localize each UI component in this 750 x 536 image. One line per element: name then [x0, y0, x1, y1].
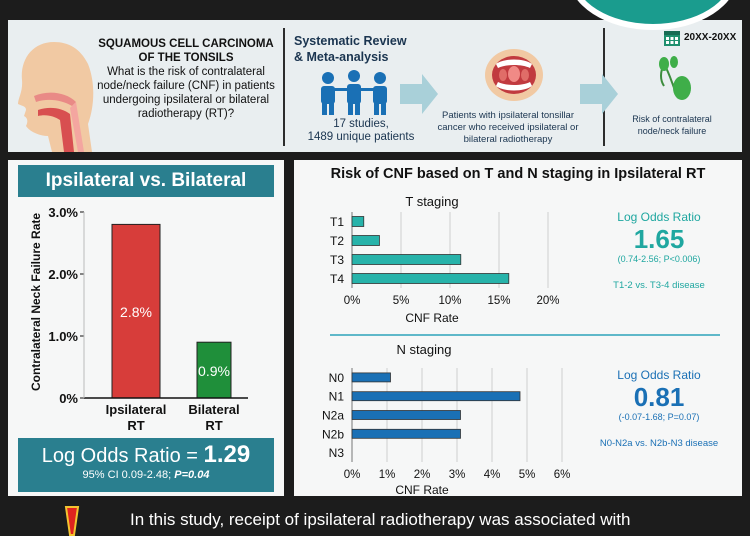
x-tick-label: 6%	[554, 469, 571, 481]
x-category-label: RT	[127, 418, 144, 433]
t-lor-value: 1.65	[633, 224, 685, 254]
n-lor-ci: (-0.07-1.68; P=0.07)	[618, 412, 700, 422]
bar	[351, 235, 380, 246]
t-x-axis-label: CNF Rate	[405, 311, 459, 325]
left-panel-footer	[18, 438, 274, 492]
review-line2: & Meta-analysis	[294, 50, 389, 64]
n-x-axis-label: CNF Rate	[395, 483, 449, 497]
outcome-text: Risk of contralateral node/neck failure	[632, 114, 712, 136]
study-question: SQUAMOUS CELL CARCINOMA OF THE TONSILS W…	[96, 37, 276, 121]
bar-data-label: 2.8%	[120, 304, 152, 320]
x-tick-label: 15%	[487, 295, 510, 307]
y-category-label: T4	[330, 272, 344, 286]
title-line1: SQUAMOUS CELL CARCINOMA	[98, 38, 274, 50]
n-chart-title: N staging	[397, 342, 452, 357]
x-category-label: Ipsilateral	[106, 402, 167, 417]
log-odds-ratio: Log Odds Ratio = 1.29	[18, 443, 274, 468]
x-tick-label: 2%	[414, 469, 431, 481]
x-tick-label: 0%	[344, 469, 361, 481]
n-lor-value: 0.81	[633, 382, 685, 412]
right-panel-title: Risk of CNF based on T and N staging in …	[330, 166, 706, 182]
people-group-icon	[321, 70, 387, 115]
t-chart-title: T staging	[405, 194, 458, 209]
review-stats: 17 studies, 1489 unique patients	[306, 118, 416, 144]
left-panel-title: Ipsilateral vs. Bilateral	[18, 165, 274, 197]
bar	[351, 273, 510, 284]
n-comparison-note: N0-N2a vs. N2b-N3 disease	[599, 438, 719, 449]
ci-text: 95% CI 0.09-2.48;	[82, 469, 175, 481]
y-category-label: N2a	[322, 409, 344, 423]
top-strip	[0, 0, 750, 8]
n-lor-label: Log Odds Ratio	[617, 368, 701, 382]
n-stats: Log Odds Ratio 0.81 (-0.07-1.68; P=0.07)…	[584, 368, 734, 449]
x-tick-label: 1%	[379, 469, 396, 481]
x-tick-label: 5%	[393, 295, 410, 307]
summary-panel	[8, 20, 742, 152]
conclusion-text: In this study, receipt of ipsilateral ra…	[130, 510, 631, 529]
review-title: Systematic Review & Meta-analysis	[294, 33, 414, 65]
n-staging-chart: N staging 0% 1% 2% 3% 4% 5% 6% N0 N1 N2a N2b N3 CN…	[322, 342, 571, 497]
t-stats: Log Odds Ratio 1.65 (0.74-2.56; P<0.006)…	[584, 210, 734, 291]
review-line1: Systematic Review	[294, 34, 407, 48]
x-tick-label: 10%	[438, 295, 461, 307]
t-comparison-note: T1-2 vs. T3-4 disease	[613, 280, 705, 291]
y-category-label: N2b	[322, 427, 344, 441]
y-tick-label: 2.0%	[48, 267, 78, 282]
y-category-label: T2	[330, 234, 344, 248]
bar	[196, 341, 232, 399]
question-text: What is the risk of contralateral node/n…	[97, 66, 275, 120]
y-category-label: N0	[329, 371, 345, 385]
calendar-icon	[664, 31, 680, 46]
bar	[351, 254, 462, 265]
arrow-right-icon	[580, 74, 618, 114]
x-category-label: Bilateral	[188, 402, 239, 417]
y-tick-label: 3.0%	[48, 205, 78, 220]
lor-label: Log Odds Ratio =	[41, 445, 204, 467]
title-line2: OF THE TONSILS	[138, 52, 234, 64]
y-tick-label: 1.0%	[48, 329, 78, 344]
x-tick-label: 20%	[536, 295, 559, 307]
conclusion-banner	[40, 503, 750, 536]
bar	[351, 410, 461, 420]
ipsi-bilateral-chart: Contralateral Neck Failure Rate 0% 1.0% 2.…	[29, 205, 248, 433]
open-mouth-icon	[485, 49, 543, 101]
y-category-label: N3	[329, 446, 345, 460]
p-value: P=0.04	[174, 469, 210, 481]
y-axis-label: Contralateral Neck Failure Rate	[29, 213, 43, 391]
x-tick-label: 5%	[519, 469, 536, 481]
panel-divider	[283, 28, 285, 146]
bar	[351, 372, 391, 383]
y-category-label: T1	[330, 215, 344, 229]
t-staging-chart: T staging 0% 5% 10% 15% 20% T1 T2 T3 T4 CNF Rat…	[330, 194, 560, 325]
y-category-label: N1	[329, 390, 345, 404]
x-tick-label: 3%	[449, 469, 466, 481]
confidence-interval: 95% CI 0.09-2.48; P=0.04	[18, 469, 274, 481]
warning-icon	[64, 506, 80, 536]
studies-count: 17 studies,	[333, 118, 389, 130]
section-divider	[330, 334, 720, 336]
x-tick-label: 0%	[344, 295, 361, 307]
lor-value: 1.29	[203, 441, 251, 468]
x-category-label: RT	[205, 418, 222, 433]
bar	[351, 391, 521, 402]
arrow-right-icon	[400, 74, 438, 114]
x-tick-label: 4%	[484, 469, 501, 481]
bar	[351, 428, 461, 439]
bar	[111, 223, 161, 399]
population-text: Patients with ipsilateral tonsillar canc…	[437, 110, 579, 145]
y-category-label: T3	[330, 253, 344, 267]
throat-anatomy-icon	[18, 42, 94, 152]
bar	[351, 216, 365, 227]
date-range: 20XX-20XX	[684, 32, 737, 43]
patients-count: 1489 unique patients	[307, 131, 415, 143]
staging-panel	[294, 160, 742, 496]
bar-data-label: 0.9%	[198, 363, 230, 379]
y-tick-label: 0%	[59, 391, 78, 406]
lymph-node-icon	[659, 56, 691, 100]
t-lor-label: Log Odds Ratio	[617, 210, 701, 224]
t-lor-ci: (0.74-2.56; P<0.006)	[617, 254, 701, 264]
